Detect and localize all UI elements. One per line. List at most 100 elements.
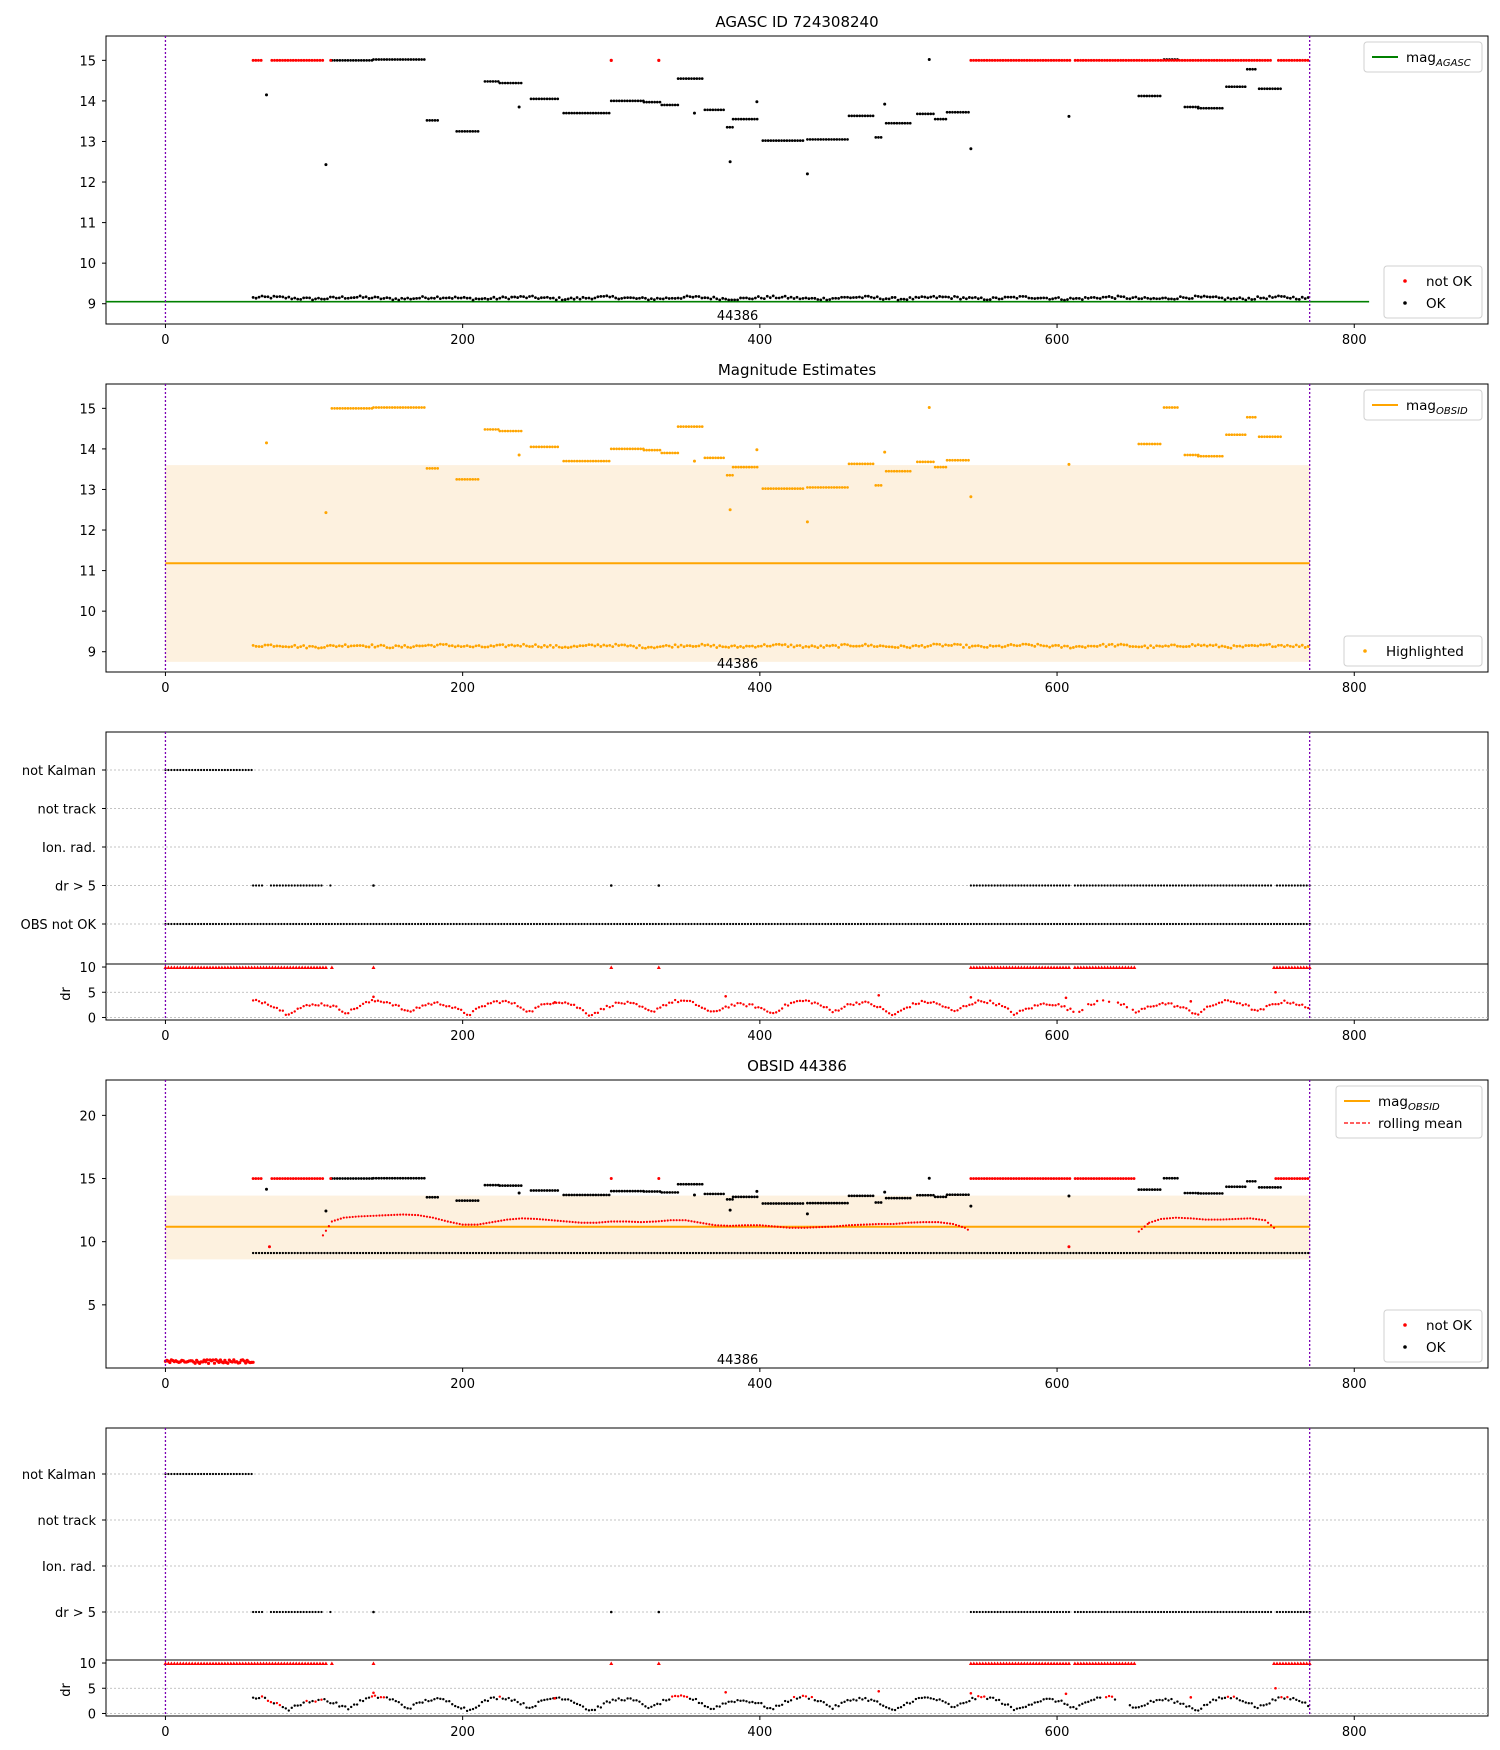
dr-point: [1170, 1697, 1173, 1701]
rolling-mean-point: [470, 1223, 473, 1226]
flag-point: [250, 768, 253, 772]
data-point: [1235, 297, 1239, 301]
rolling-mean-point: [437, 1218, 440, 1221]
data-point: [1186, 105, 1189, 109]
dr-point: [997, 1002, 1001, 1006]
dr-clipped-marker: [252, 1661, 257, 1666]
dr-clipped-marker: [282, 1661, 287, 1666]
data-point: [409, 58, 413, 61]
data-point: [788, 487, 791, 491]
dr-point: [1301, 1701, 1304, 1704]
dr-point: [703, 1704, 707, 1708]
flag-row-label: not Kalman: [22, 764, 96, 779]
data-point: [1208, 643, 1212, 647]
data-point: [494, 80, 497, 83]
data-point: [906, 121, 909, 125]
data-point: [1274, 295, 1277, 299]
data-point: [962, 1251, 965, 1255]
dr-clipped-marker: [181, 1661, 186, 1666]
flag-point: [329, 884, 332, 887]
data-point: [635, 297, 638, 300]
data-point: [358, 294, 362, 298]
dr-point: [373, 1000, 377, 1003]
dr-point: [477, 1006, 481, 1009]
flag-point: [372, 884, 375, 887]
data-point: [687, 77, 691, 80]
data-point: [542, 643, 546, 647]
not-ok-point: [1095, 58, 1099, 62]
flag-point: [827, 922, 830, 926]
rolling-mean-point: [625, 1220, 628, 1223]
flag-point: [1195, 922, 1198, 926]
data-point: [1066, 1251, 1069, 1255]
data-point: [849, 644, 852, 648]
data-point: [1045, 296, 1049, 300]
data-point: [1012, 643, 1016, 647]
data-point: [1033, 297, 1037, 300]
flag-point: [182, 1472, 185, 1476]
flag-point: [613, 922, 616, 926]
data-point: [372, 1176, 375, 1180]
flag-point: [877, 922, 880, 926]
data-point: [1003, 295, 1007, 299]
data-point: [491, 80, 495, 83]
dr-point: [534, 1704, 537, 1708]
flag-point: [1302, 922, 1305, 926]
data-point: [417, 58, 421, 61]
data-point: [903, 469, 907, 473]
dr-point: [1063, 1702, 1066, 1706]
dr-point: [1143, 1007, 1146, 1010]
data-point: [430, 1251, 433, 1255]
data-point: [900, 121, 904, 125]
data-point: [918, 460, 922, 464]
flag-point: [324, 922, 328, 926]
data-point: [373, 645, 377, 649]
data-point: [1235, 85, 1239, 89]
data-point: [676, 645, 680, 649]
data-point: [1233, 433, 1236, 437]
data-point: [335, 1251, 338, 1255]
dr-point: [760, 1701, 763, 1705]
dr-point: [876, 1005, 879, 1009]
dr-point: [953, 1705, 956, 1709]
data-point: [525, 644, 528, 648]
data-point: [785, 139, 789, 143]
data-point: [1051, 644, 1054, 648]
not-ok-point: [206, 1361, 211, 1365]
flag-point: [577, 922, 580, 926]
not-ok-point: [259, 1177, 263, 1180]
data-point: [951, 458, 954, 462]
not-ok-point: [329, 1177, 333, 1180]
data-point: [351, 58, 355, 62]
data-point: [333, 1177, 336, 1180]
rolling-mean-point: [413, 1213, 417, 1217]
flag-point: [1103, 884, 1106, 887]
rolling-mean-point: [788, 1226, 791, 1229]
data-point: [929, 1251, 932, 1255]
data-point: [979, 644, 983, 648]
not-ok-point: [1258, 58, 1262, 62]
data-point: [575, 1193, 579, 1197]
flag-point: [446, 922, 449, 926]
dr-point: [1170, 1002, 1173, 1005]
dr-point: [1009, 1010, 1013, 1014]
flag-point: [1085, 1610, 1088, 1614]
dr-point: [724, 994, 727, 998]
data-point: [418, 1251, 421, 1255]
data-point: [795, 1251, 799, 1255]
dr-point: [792, 1695, 796, 1699]
flag-point: [847, 922, 851, 926]
data-point: [623, 296, 627, 300]
dr-point: [1131, 1008, 1135, 1011]
dr-point: [673, 998, 677, 1002]
data-point: [513, 295, 517, 299]
rolling-mean-point: [440, 1218, 443, 1222]
data-point: [926, 1193, 930, 1197]
dr-clipped-marker: [261, 965, 266, 970]
flag-point: [1142, 884, 1145, 887]
data-point: [1238, 1251, 1242, 1255]
dr-point: [1235, 1697, 1239, 1700]
data-point: [1188, 105, 1192, 109]
dr-point: [1003, 1703, 1007, 1706]
data-point: [858, 1194, 862, 1198]
